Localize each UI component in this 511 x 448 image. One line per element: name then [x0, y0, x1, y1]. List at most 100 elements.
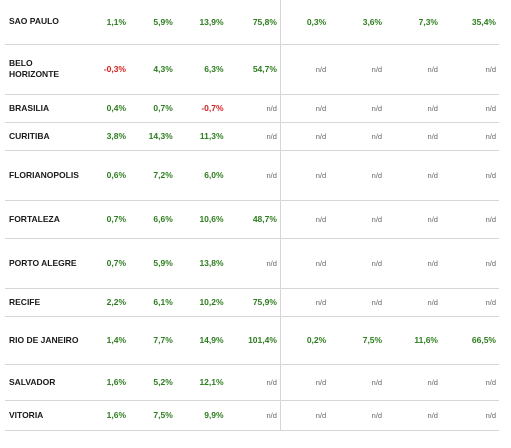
value-cell: 14,9% — [175, 316, 227, 365]
value-cell: n/d — [385, 94, 441, 123]
value-cell: n/d — [329, 238, 386, 289]
value-cell: n/d — [440, 364, 499, 401]
value-cell: n/d — [385, 122, 441, 151]
city-cell: VITORIA — [5, 400, 83, 431]
value-cell: n/d — [280, 200, 330, 239]
city-cell: FORTALEZA — [5, 200, 83, 239]
value-cell: n/d — [280, 364, 330, 401]
value-cell: n/d — [440, 400, 499, 431]
value-cell: 7,2% — [129, 150, 176, 201]
table-row: VITORIA 1,6% 7,5% 9,9% n/d n/d n/d n/d n/d — [5, 400, 499, 431]
value-cell: n/d — [440, 122, 499, 151]
city-cell: BRASILIA — [5, 94, 83, 123]
value-cell: 10,2% — [175, 288, 227, 317]
value-cell: 13,8% — [175, 238, 227, 289]
value-cell: n/d — [329, 150, 386, 201]
value-cell: 1,6% — [82, 400, 129, 431]
value-cell: 7,5% — [129, 400, 176, 431]
city-cell: PORTO ALEGRE — [5, 238, 83, 289]
value-cell: 14,3% — [129, 122, 176, 151]
value-cell: n/d — [440, 94, 499, 123]
value-cell: n/d — [385, 44, 441, 95]
city-cell: BELO HORIZONTE — [5, 44, 83, 95]
value-cell: n/d — [385, 238, 441, 289]
value-cell: 6,3% — [175, 44, 227, 95]
value-cell: 54,7% — [226, 44, 281, 95]
value-cell: n/d — [280, 400, 330, 431]
value-cell: n/d — [440, 288, 499, 317]
value-cell: n/d — [329, 94, 386, 123]
value-cell: n/d — [329, 364, 386, 401]
table-row: PORTO ALEGRE 0,7% 5,9% 13,8% n/d n/d n/d n/d n/d — [5, 238, 499, 289]
city-cell: CURITIBA — [5, 122, 83, 151]
value-cell: 5,9% — [129, 238, 176, 289]
value-cell: 0,6% — [82, 150, 129, 201]
value-cell: n/d — [385, 400, 441, 431]
value-cell: 0,7% — [129, 94, 176, 123]
value-cell: n/d — [226, 150, 281, 201]
value-cell: n/d — [385, 150, 441, 201]
value-cell: -0,3% — [82, 44, 129, 95]
value-cell: n/d — [280, 94, 330, 123]
value-cell: 48,7% — [226, 200, 281, 239]
value-cell: 4,3% — [129, 44, 176, 95]
value-cell: 0,2% — [280, 316, 330, 365]
table-row: RECIFE 2,2% 6,1% 10,2% 75,9% n/d n/d n/d n/d — [5, 288, 499, 317]
value-cell: 7,3% — [385, 0, 441, 45]
value-cell: n/d — [440, 238, 499, 289]
value-cell: 3,8% — [82, 122, 129, 151]
value-cell: 6,0% — [175, 150, 227, 201]
value-cell: n/d — [329, 44, 386, 95]
value-cell: n/d — [440, 200, 499, 239]
value-cell: 11,6% — [385, 316, 441, 365]
value-cell: -0,7% — [175, 94, 227, 123]
table-row: CURITIBA 3,8% 14,3% 11,3% n/d n/d n/d n/d n/d — [5, 122, 499, 151]
table-row: FORTALEZA 0,7% 6,6% 10,6% 48,7% n/d n/d n/d n/d — [5, 200, 499, 239]
value-cell: 1,6% — [82, 364, 129, 401]
value-cell: 35,4% — [440, 0, 499, 45]
city-cell: RIO DE JANEIRO — [5, 316, 83, 365]
value-cell: n/d — [385, 200, 441, 239]
value-cell: 0,4% — [82, 94, 129, 123]
value-cell: 10,6% — [175, 200, 227, 239]
value-cell: 7,7% — [129, 316, 176, 365]
city-cell: FLORIANOPOLIS — [5, 150, 83, 201]
value-cell: 5,2% — [129, 364, 176, 401]
value-cell: n/d — [329, 288, 386, 317]
value-cell: n/d — [329, 400, 386, 431]
value-cell: 1,1% — [82, 0, 129, 45]
value-cell: n/d — [440, 44, 499, 95]
value-cell: n/d — [280, 44, 330, 95]
value-cell: n/d — [280, 288, 330, 317]
value-cell: 6,1% — [129, 288, 176, 317]
value-cell: 9,9% — [175, 400, 227, 431]
value-cell: n/d — [440, 150, 499, 201]
value-cell: n/d — [226, 122, 281, 151]
value-cell: n/d — [329, 122, 386, 151]
value-cell: n/d — [385, 364, 441, 401]
price-variation-table: SAO PAULO 1,1% 5,9% 13,9% 75,8% 0,3% 3,6% 7,3% 3… — [5, 0, 499, 431]
value-cell: n/d — [226, 94, 281, 123]
city-cell: SALVADOR — [5, 364, 83, 401]
value-cell: 1,4% — [82, 316, 129, 365]
value-cell: 12,1% — [175, 364, 227, 401]
table-row: BELO HORIZONTE -0,3% 4,3% 6,3% 54,7% n/d n/d n/… — [5, 44, 499, 95]
value-cell: 2,2% — [82, 288, 129, 317]
value-cell: 6,6% — [129, 200, 176, 239]
value-cell: 75,9% — [226, 288, 281, 317]
value-cell: 0,3% — [280, 0, 330, 45]
value-cell: 101,4% — [226, 316, 281, 365]
value-cell: n/d — [226, 238, 281, 289]
value-cell: n/d — [329, 200, 386, 239]
value-cell: 0,7% — [82, 200, 129, 239]
value-cell: 3,6% — [329, 0, 386, 45]
city-cell: SAO PAULO — [5, 0, 83, 45]
value-cell: 13,9% — [175, 0, 227, 45]
value-cell: n/d — [226, 400, 281, 431]
value-cell: n/d — [280, 150, 330, 201]
value-cell: 0,7% — [82, 238, 129, 289]
value-cell: n/d — [280, 122, 330, 151]
value-cell: n/d — [226, 364, 281, 401]
table-row: RIO DE JANEIRO 1,4% 7,7% 14,9% 101,4% 0,2% 7,5… — [5, 316, 499, 365]
value-cell: 7,5% — [329, 316, 386, 365]
